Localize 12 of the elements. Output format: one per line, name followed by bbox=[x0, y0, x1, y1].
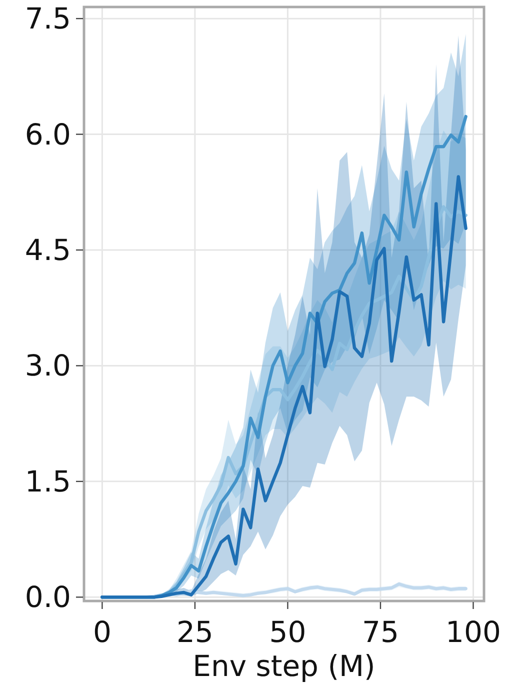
y-tick-label: 6.0 bbox=[24, 117, 71, 152]
y-tick-label: 3.0 bbox=[24, 348, 71, 383]
y-tick-label: 1.5 bbox=[24, 464, 71, 498]
y-tick-label: 7.5 bbox=[24, 2, 71, 36]
y-tick-label: 0.0 bbox=[24, 580, 71, 614]
x-tick-label: 50 bbox=[269, 615, 306, 649]
x-tick-label: 25 bbox=[176, 615, 214, 649]
x-tick-label: 0 bbox=[92, 615, 112, 649]
x-tick-label: 100 bbox=[446, 615, 501, 649]
x-tick-label: 75 bbox=[362, 615, 399, 649]
y-tick-label: 4.5 bbox=[24, 233, 71, 267]
x-axis-title: Env step (M) bbox=[192, 649, 376, 683]
